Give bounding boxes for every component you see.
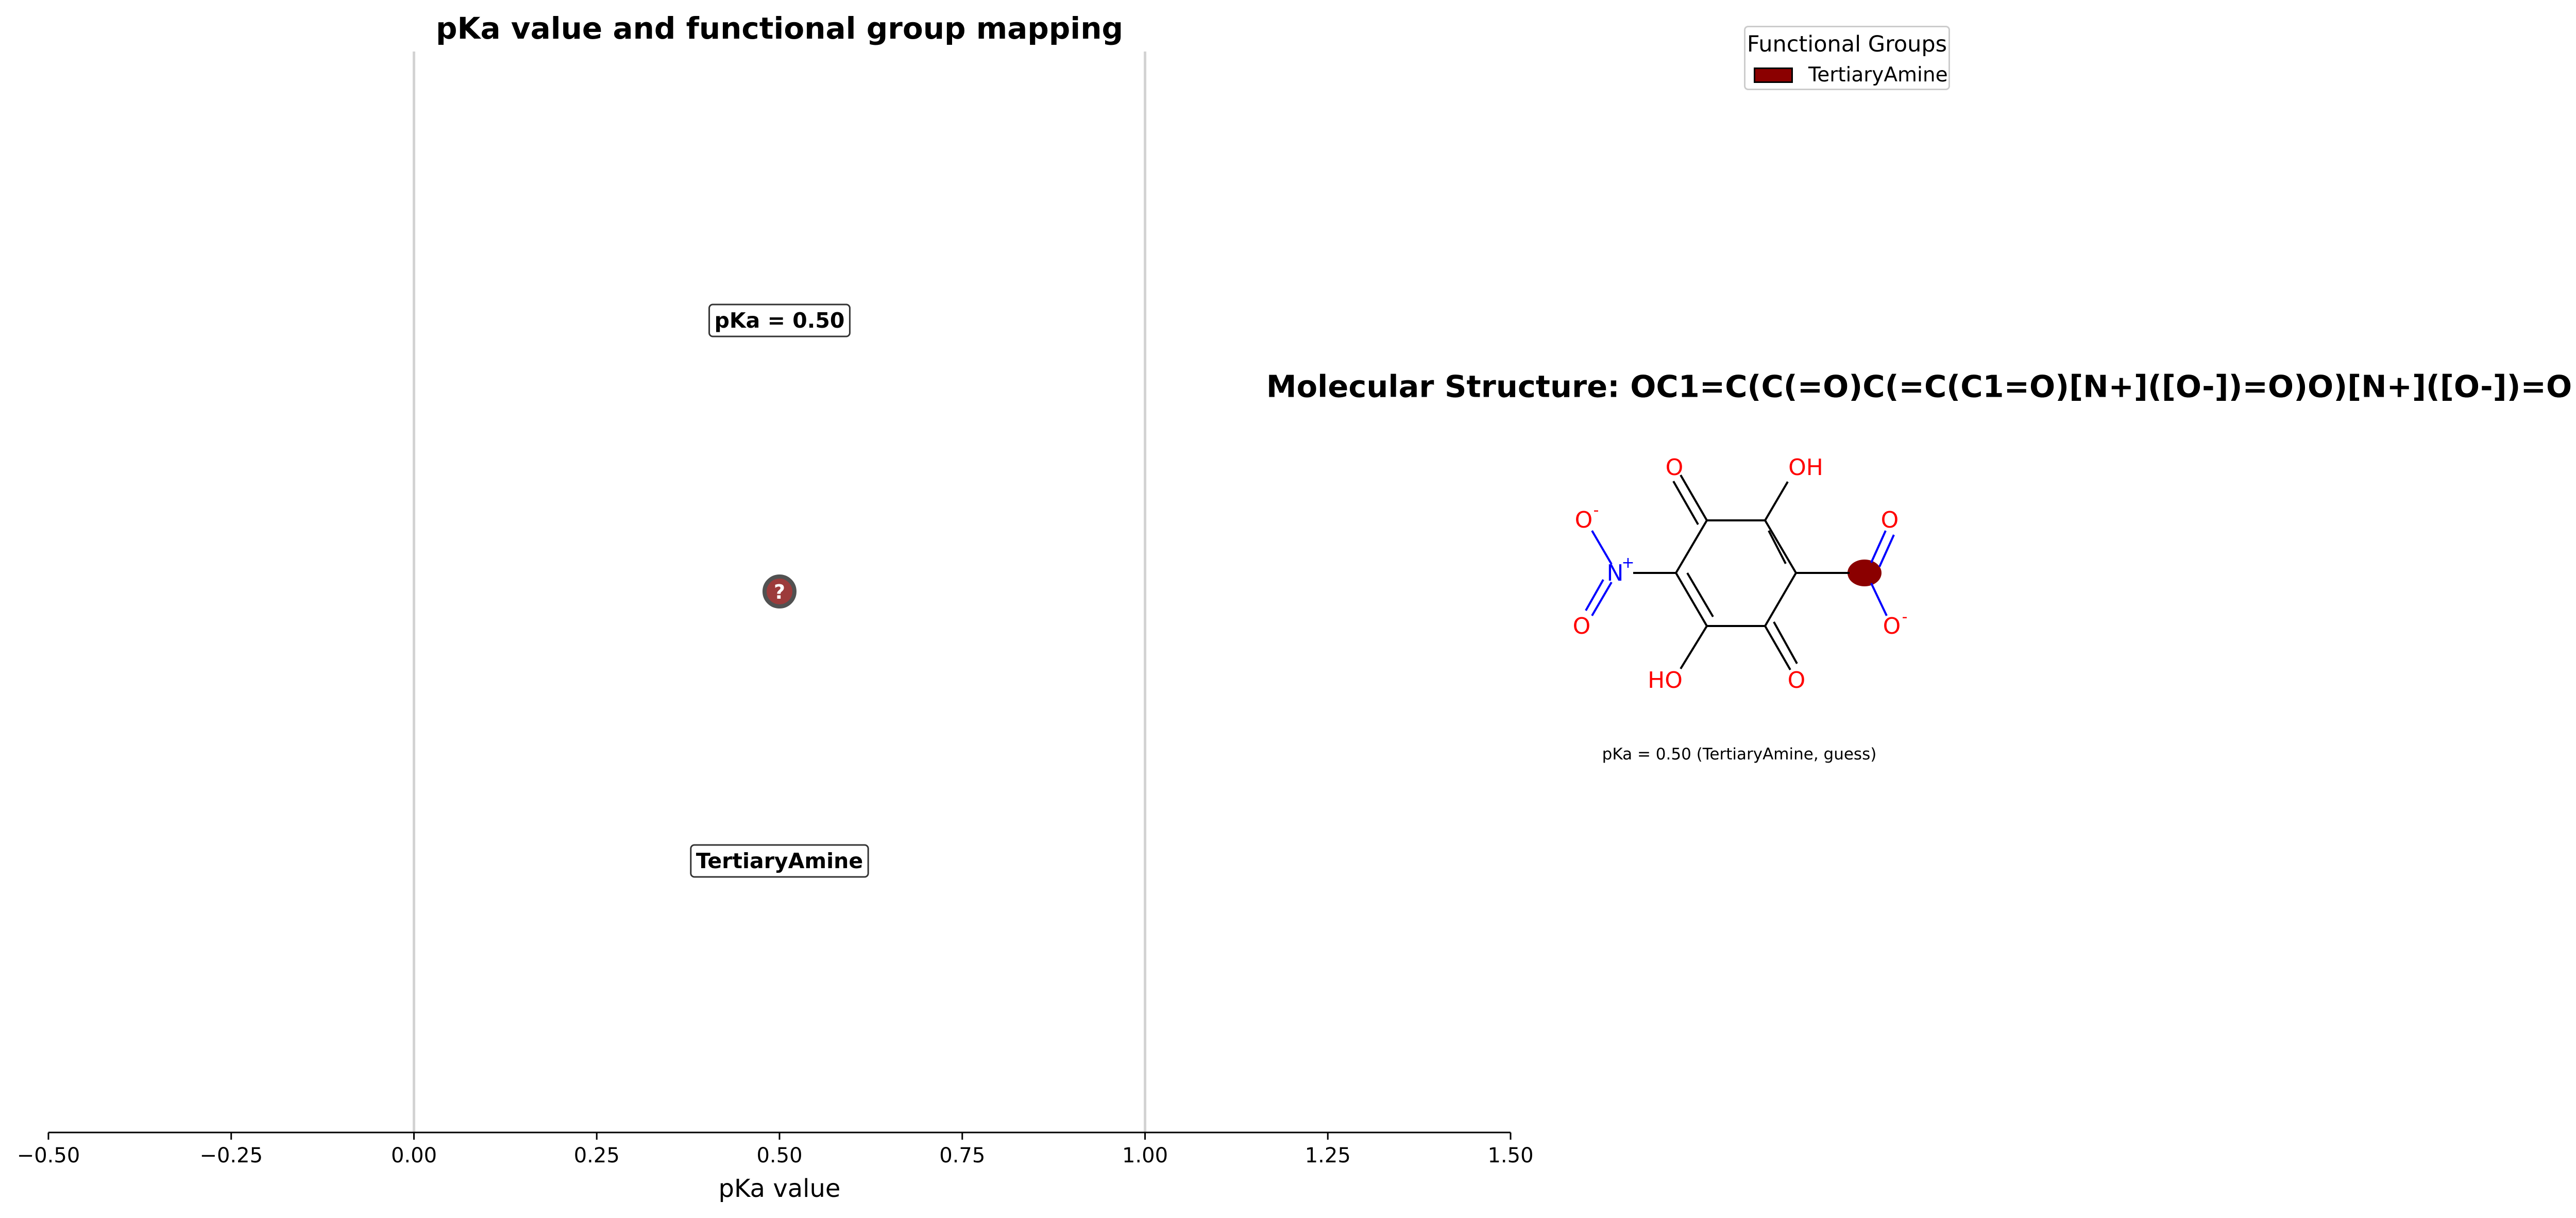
atom-oh: OH	[1788, 454, 1823, 481]
atom-o: O	[1788, 667, 1806, 693]
x-tick-label: −0.25	[199, 1144, 263, 1168]
atom-charge-plus: +	[1621, 554, 1634, 572]
functional-group-highlight	[1848, 560, 1882, 586]
molecule-title: Molecular Structure: OC1=C(C(=O)C(=C(C1=…	[1266, 368, 2572, 404]
group-label: TertiaryAmine	[696, 849, 863, 873]
atom-o-minus: O	[1575, 507, 1593, 533]
x-tick-label: −0.50	[17, 1144, 80, 1168]
legend-swatch	[1754, 67, 1793, 83]
data-points: pKa = 0.50? TertiaryAmine	[690, 303, 869, 878]
data-point-symbol: ?	[774, 581, 785, 603]
group-annotation: TertiaryAmine	[690, 844, 869, 878]
x-tick-label: 0.25	[574, 1144, 620, 1168]
molecule-caption: pKa = 0.50 (TertiaryAmine, guess)	[1602, 745, 1877, 764]
substituent-bonds	[1585, 474, 1895, 670]
x-tick-label: 0.00	[391, 1144, 437, 1168]
x-axis-label: pKa value	[718, 1174, 841, 1203]
x-tick-label: 1.25	[1305, 1144, 1351, 1168]
group-label-box	[690, 844, 869, 878]
molecule-structure: O OH O - N + O O O - HO O pKa = 0.50 (Te…	[1573, 454, 1908, 764]
x-tick-label: 1.50	[1487, 1144, 1533, 1168]
pka-value-box	[708, 303, 851, 337]
atom-o: O	[1881, 507, 1899, 533]
pka-value-annotation: pKa = 0.50	[708, 303, 851, 337]
ring-bonds	[1675, 519, 1797, 627]
reference-lines	[413, 52, 1146, 1132]
atom-o-minus: O	[1883, 613, 1901, 639]
chart-title: pKa value and functional group mapping	[436, 11, 1123, 46]
legend: Functional Groups TertiaryAmine	[1744, 26, 1950, 90]
atom-ho: HO	[1648, 667, 1683, 693]
data-point-marker	[762, 574, 796, 608]
legend-title: Functional Groups	[1747, 31, 1947, 57]
x-axis-ticks: −0.50 −0.25 0.00 0.25 0.50 0.75 1.00 1.25 1.50	[17, 1132, 1534, 1168]
atom-o: O	[1666, 454, 1684, 481]
atom-n-plus: N	[1607, 560, 1624, 586]
atom-charge-minus: -	[1902, 608, 1908, 626]
atom-o: O	[1573, 613, 1591, 639]
atom-labels: O OH O - N + O O O - HO O	[1573, 454, 1908, 693]
x-tick-label: 0.75	[939, 1144, 985, 1168]
atom-charge-minus: -	[1594, 501, 1599, 519]
x-tick-label: 0.50	[756, 1144, 802, 1168]
legend-item-label: TertiaryAmine	[1808, 63, 1948, 87]
pka-value-label: pKa = 0.50	[715, 308, 845, 333]
x-tick-label: 1.00	[1122, 1144, 1168, 1168]
